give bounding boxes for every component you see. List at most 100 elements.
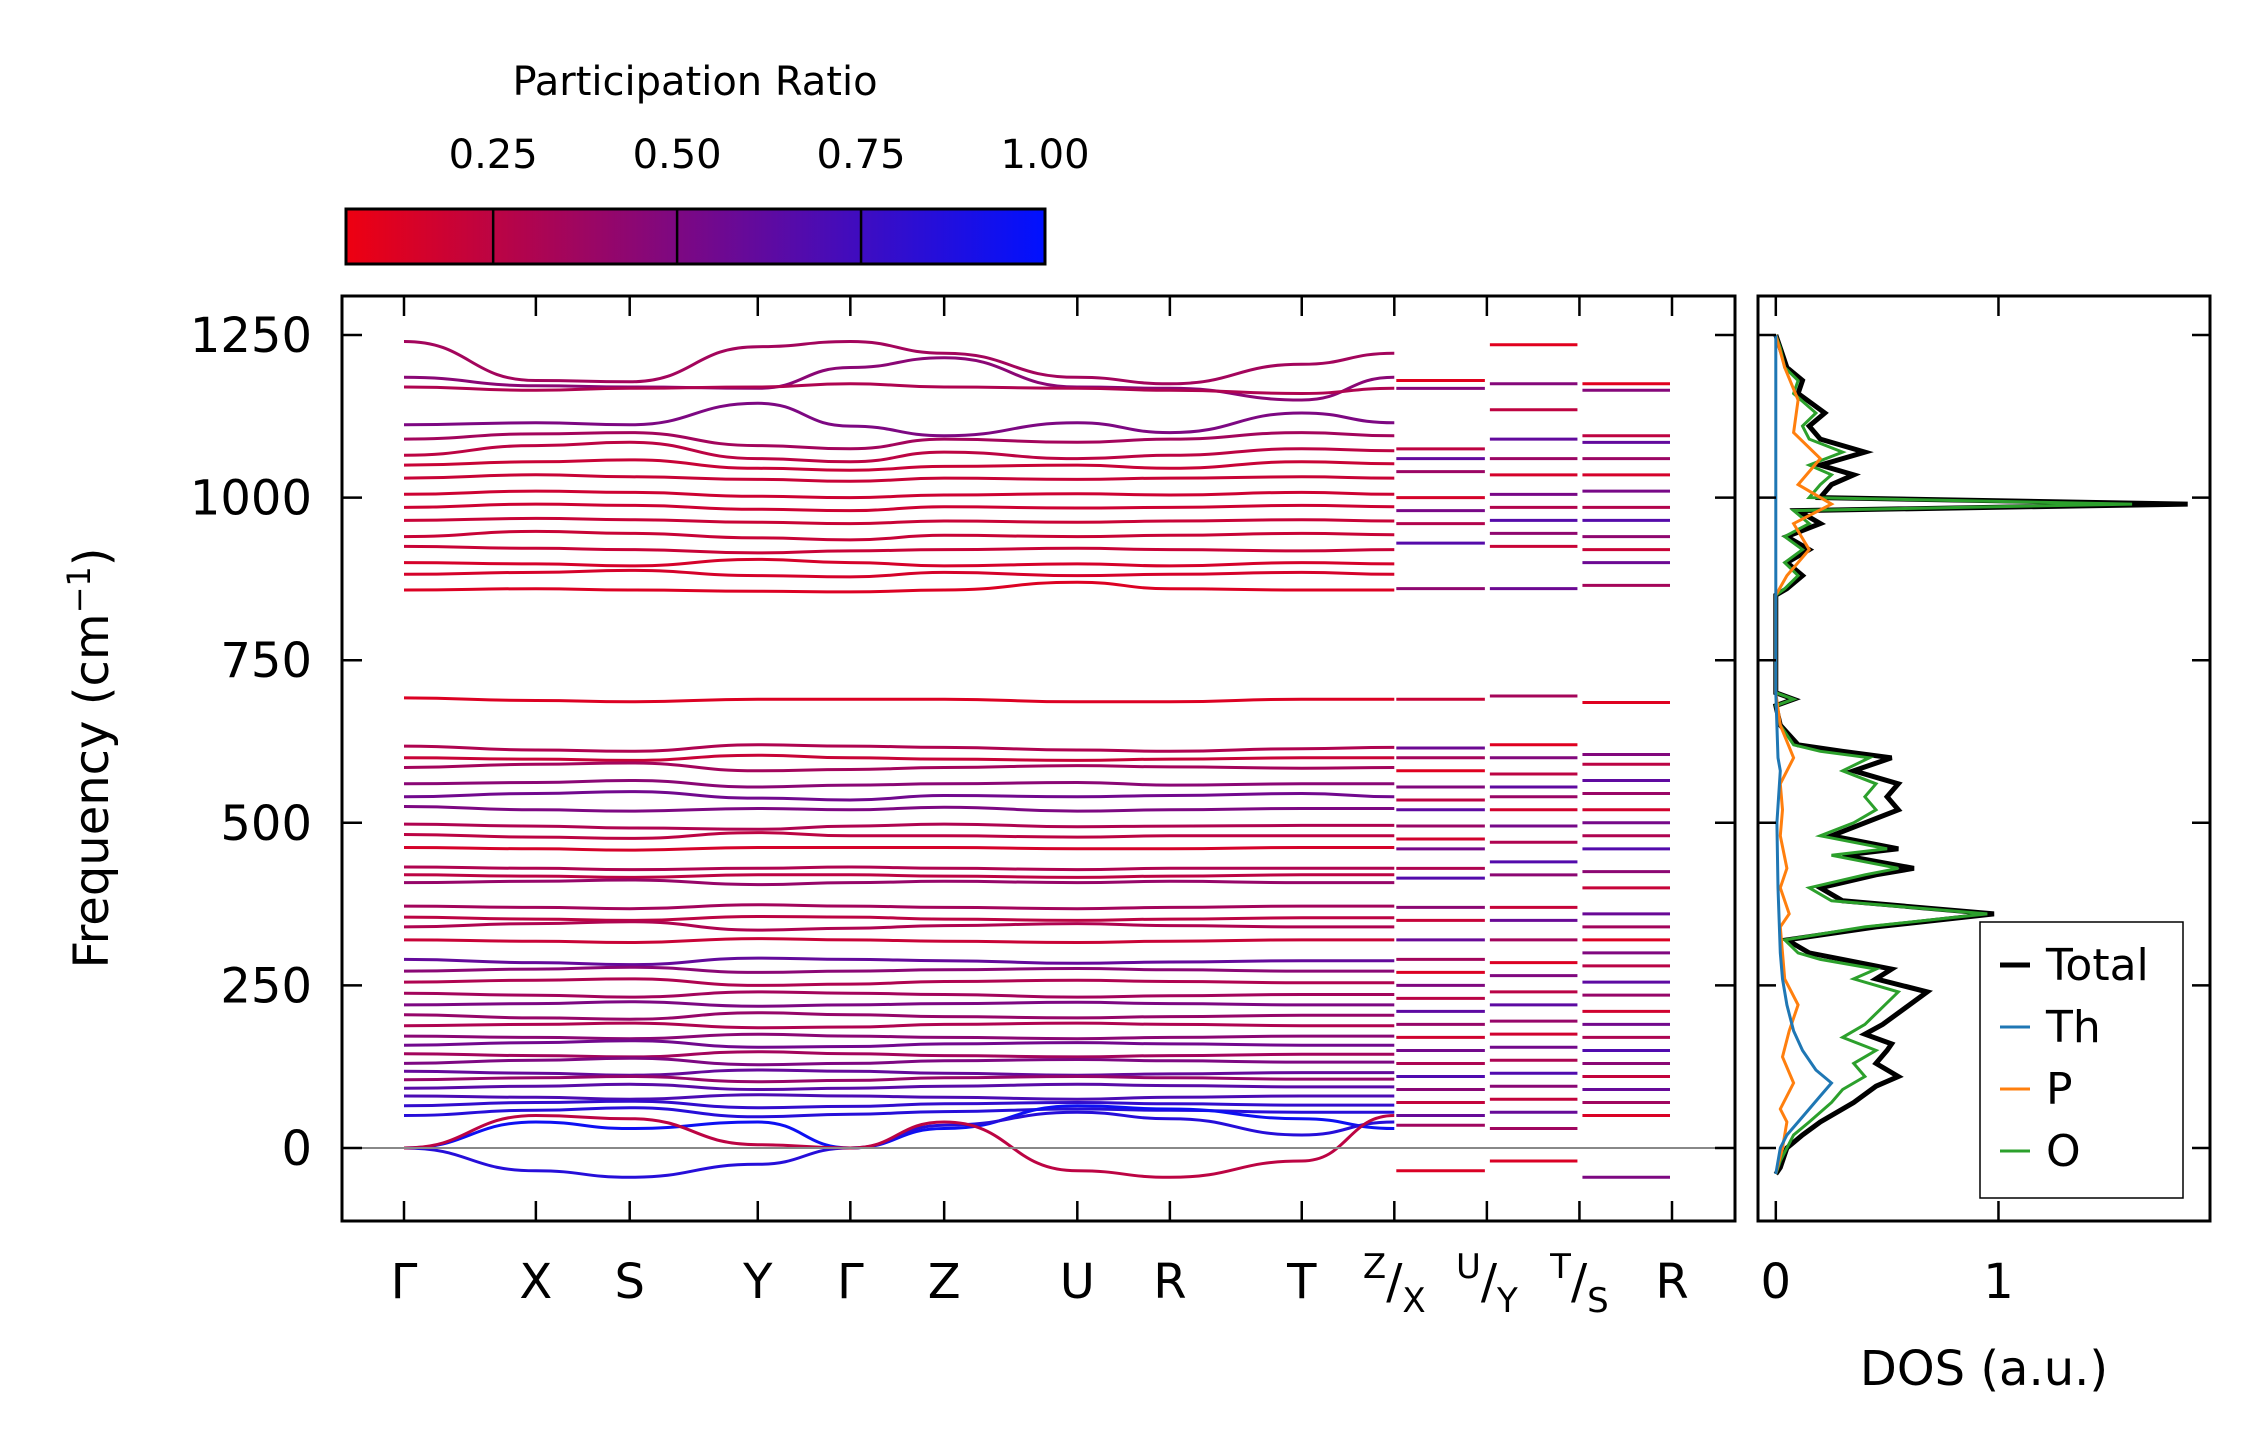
- phonon-band-18: [403, 753, 1395, 762]
- dos-series-o: [1774, 334, 2133, 1175]
- colorbar-gradient: [344, 207, 1047, 266]
- phonon-band-28: [403, 878, 1395, 887]
- dos-curves: [1772, 334, 2188, 1176]
- phonon-band-27: [403, 873, 1395, 879]
- phonon-band-12: [403, 544, 1395, 555]
- phonon-band-49: [403, 1106, 1395, 1119]
- kpath-label-1: X: [519, 1254, 552, 1310]
- kpath-label-4: Γ: [837, 1254, 864, 1310]
- legend-label-o: O: [2046, 1126, 2081, 1177]
- phonon-band-2: [403, 382, 1395, 396]
- band-structure-panel: 0 250 500 750 1000 1250 Γ X S Y Γ Z U R T Z/X U/Y T/S R F…: [60, 294, 1737, 1321]
- phonon-band-34: [403, 965, 1395, 974]
- phonon-band-46: [403, 1082, 1395, 1092]
- phonon-band-38: [403, 1011, 1395, 1021]
- colorbar-tick-label-3: 1.00: [1000, 132, 1089, 178]
- band-ytick-label-5: 1250: [190, 308, 312, 364]
- dos-series-th: [1774, 335, 1834, 1175]
- phonon-band-10: [403, 516, 1395, 526]
- phonon-band-47: [403, 1093, 1395, 1101]
- kpath-label-12: R: [1655, 1254, 1688, 1310]
- band-ytick-label-3: 750: [220, 633, 312, 689]
- colorbar-ticks: 0.25 0.50 0.75 1.00: [449, 132, 1090, 264]
- phonon-band-45: [403, 1074, 1395, 1084]
- phonon-band-22: [403, 805, 1395, 813]
- phonon-band-33: [403, 956, 1395, 967]
- phonon-band-52: [403, 1113, 1395, 1179]
- phonon-band-41: [403, 1039, 1395, 1049]
- phonon-band-15: [403, 580, 1395, 594]
- phonon-band-24: [403, 831, 1395, 840]
- dos-series-total: [1772, 334, 2188, 1176]
- dos-y-ticks: [1758, 333, 2210, 1150]
- phonon-band-19: [403, 761, 1395, 773]
- phonon-band-23: [403, 822, 1395, 831]
- band-ytick-label-2: 500: [220, 796, 312, 852]
- phonon-band-9: [403, 502, 1395, 513]
- dos-xtick-label-1: 1: [1983, 1254, 2014, 1310]
- legend-label-th: Th: [2045, 1002, 2101, 1053]
- phonon-band-31: [403, 920, 1395, 932]
- phonon-band-17: [403, 743, 1395, 753]
- kpath-label-9: Z/X: [1363, 1247, 1426, 1321]
- legend-label-total: Total: [2045, 940, 2149, 991]
- phonon-band-36: [403, 990, 1395, 999]
- kpath-label-3: Y: [742, 1254, 773, 1310]
- colorbar-tick-label-1: 0.50: [633, 132, 722, 178]
- phonon-band-39: [403, 1021, 1395, 1030]
- kpath-label-5: Z: [928, 1254, 961, 1310]
- phonon-band-11: [403, 529, 1395, 542]
- phonon-band-44: [403, 1068, 1395, 1077]
- kpath-label-6: U: [1060, 1254, 1095, 1310]
- phonon-band-43: [403, 1056, 1395, 1067]
- phonon-band-40: [403, 1032, 1395, 1041]
- kpath-label-10: U/Y: [1456, 1247, 1518, 1321]
- kpath-label-7: R: [1153, 1254, 1186, 1310]
- dos-xtick-label-0: 0: [1761, 1254, 1792, 1310]
- phonon-band-13: [403, 557, 1395, 568]
- phonon-band-16: [403, 696, 1395, 704]
- phonon-band-20: [403, 778, 1395, 789]
- phonon-band-21: [403, 790, 1395, 802]
- band-ytick-label-1: 250: [220, 958, 312, 1014]
- phonon-band-32: [403, 937, 1395, 945]
- phonon-band-5: [403, 440, 1395, 464]
- phonon-band-30: [403, 914, 1395, 922]
- phonon-band-8: [403, 489, 1395, 500]
- band-ytick-label-4: 1000: [190, 471, 312, 527]
- phonon-band-4: [403, 431, 1395, 451]
- colorbar: Participation Ratio 0.25 0.50 0.75 1.00: [344, 59, 1090, 266]
- phonon-band-14: [403, 568, 1395, 579]
- kpath-label-2: S: [614, 1254, 644, 1310]
- dos-series-p: [1774, 334, 1835, 1175]
- phonon-band-3: [403, 401, 1395, 438]
- kpath-label-8: T: [1286, 1254, 1317, 1310]
- kpath-label-0: Γ: [391, 1254, 418, 1310]
- legend-label-p: P: [2046, 1064, 2073, 1115]
- phonon-band-0: [403, 339, 1395, 386]
- phonon-band-42: [403, 1050, 1395, 1059]
- dos-legend: Total Th PO: [1979, 921, 2184, 1199]
- band-k-path-axis: Γ X S Y Γ Z U R T Z/X U/Y T/S R: [391, 296, 1689, 1321]
- phonon-band-6: [403, 458, 1395, 472]
- dos-axis-title: DOS (a.u.): [1860, 1341, 2108, 1397]
- colorbar-tick-label-2: 0.75: [817, 132, 906, 178]
- phonon-band-1: [403, 356, 1395, 402]
- phonon-band-26: [403, 865, 1395, 872]
- band-axes-frame: [340, 294, 1737, 1223]
- phonon-band-25: [403, 845, 1395, 852]
- phonon-band-7: [403, 473, 1395, 483]
- band-y-axis: 0 250 500 750 1000 1250: [190, 308, 1735, 1177]
- dos-axes-frame: [1756, 294, 2212, 1223]
- kpath-label-11: T/S: [1549, 1247, 1609, 1321]
- band-ytick-label-0: 0: [281, 1121, 312, 1177]
- frequency-axis-title: Frequency (cm−1): [60, 547, 120, 968]
- phonon-band-35: [403, 977, 1395, 987]
- colorbar-tick-label-0: 0.25: [449, 132, 538, 178]
- colorbar-title: Participation Ratio: [512, 59, 877, 105]
- phonon-bands: [403, 339, 1670, 1179]
- phonon-band-37: [403, 1000, 1395, 1008]
